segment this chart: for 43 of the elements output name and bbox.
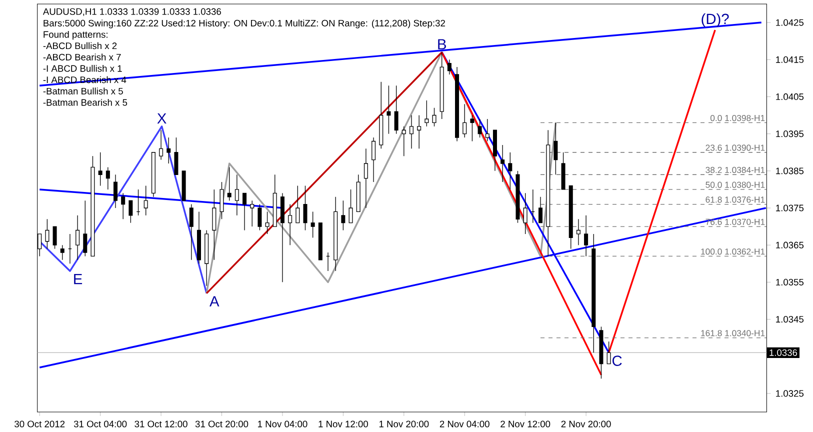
annotation: X — [157, 113, 166, 124]
series-label: 61.8 1.0376-H1 — [706, 196, 765, 203]
series-label: 100.0 1.0362-H1 — [701, 248, 765, 255]
x-tick-label: 2 Nov 20:00 — [561, 420, 611, 428]
x-tick-label: 31 Oct 04:00 — [74, 420, 127, 428]
y-tick-label: 1.0325 — [776, 390, 804, 397]
y-tick-label: 1.0385 — [776, 168, 804, 174]
series-label: 23.6 1.0390-H1 — [706, 144, 765, 151]
x-tick-label: 30 Oct 2012 — [14, 420, 65, 428]
y-tick-label: 1.0415 — [776, 56, 804, 63]
annotation: Found patterns: — [44, 30, 108, 40]
x-tick-label: 1 Nov 04:00 — [258, 420, 308, 428]
x-tick-label: 1 Nov 20:00 — [379, 420, 429, 428]
y-tick-label: 1.0355 — [776, 278, 804, 286]
y-tick-label: 1.0395 — [776, 130, 804, 138]
x-tick-label: 2 Nov 12:00 — [500, 420, 550, 428]
annotation: C — [612, 356, 622, 366]
y-tick-label: 1.0365 — [776, 242, 804, 248]
x-tick-label: 31 Oct 20:00 — [195, 420, 248, 428]
series-label: 38.2 1.0384-H1 — [706, 166, 765, 174]
chart-title: AUDUSD,H1 1.0333 1.0339 1.0333 1.0336 — [42, 8, 221, 16]
text: Bars:5000 Swing:160 ZZ:22 Used:12 History: ON Dev:0.1 MultiZZ: ON Range: (112,208) Step:32 — [44, 20, 445, 28]
annotation: E — [74, 274, 82, 284]
annotation: A — [210, 296, 220, 306]
ref-line-label: 1.0336 — [770, 349, 798, 356]
y-tick-label: 1.0345 — [776, 316, 804, 323]
x-tick-label: 1 Nov 12:00 — [318, 420, 368, 428]
series-label: 161.8 1.0340-H1 — [701, 330, 765, 336]
annotation: -ABCD Bearish x 7 — [43, 54, 121, 60]
series-label: 76.6 1.0370-H1 — [706, 218, 765, 225]
annotation: -ABCD Bullish x 2 — [43, 42, 117, 50]
annotation: -Batman Bearish x 5 — [43, 98, 128, 106]
x-tick-label: 2 Nov 04:00 — [440, 420, 490, 428]
annotation: B — [438, 39, 446, 50]
y-tick-label: 1.0425 — [776, 19, 804, 26]
y-tick-label: 1.0375 — [776, 204, 804, 212]
series-label: 50.0 1.0380-H1 — [706, 182, 765, 188]
annotation: (D)? — [702, 13, 729, 28]
y-tick-label: 1.0405 — [776, 93, 804, 100]
series-label: 0.0 1.0398-H1 — [710, 114, 765, 122]
x-tick-label: 31 Oct 12:00 — [134, 420, 188, 428]
annotation: -Batman Bullish x 5 — [43, 88, 123, 94]
annotation: -I ABCD Bullish x 1 — [43, 64, 122, 72]
